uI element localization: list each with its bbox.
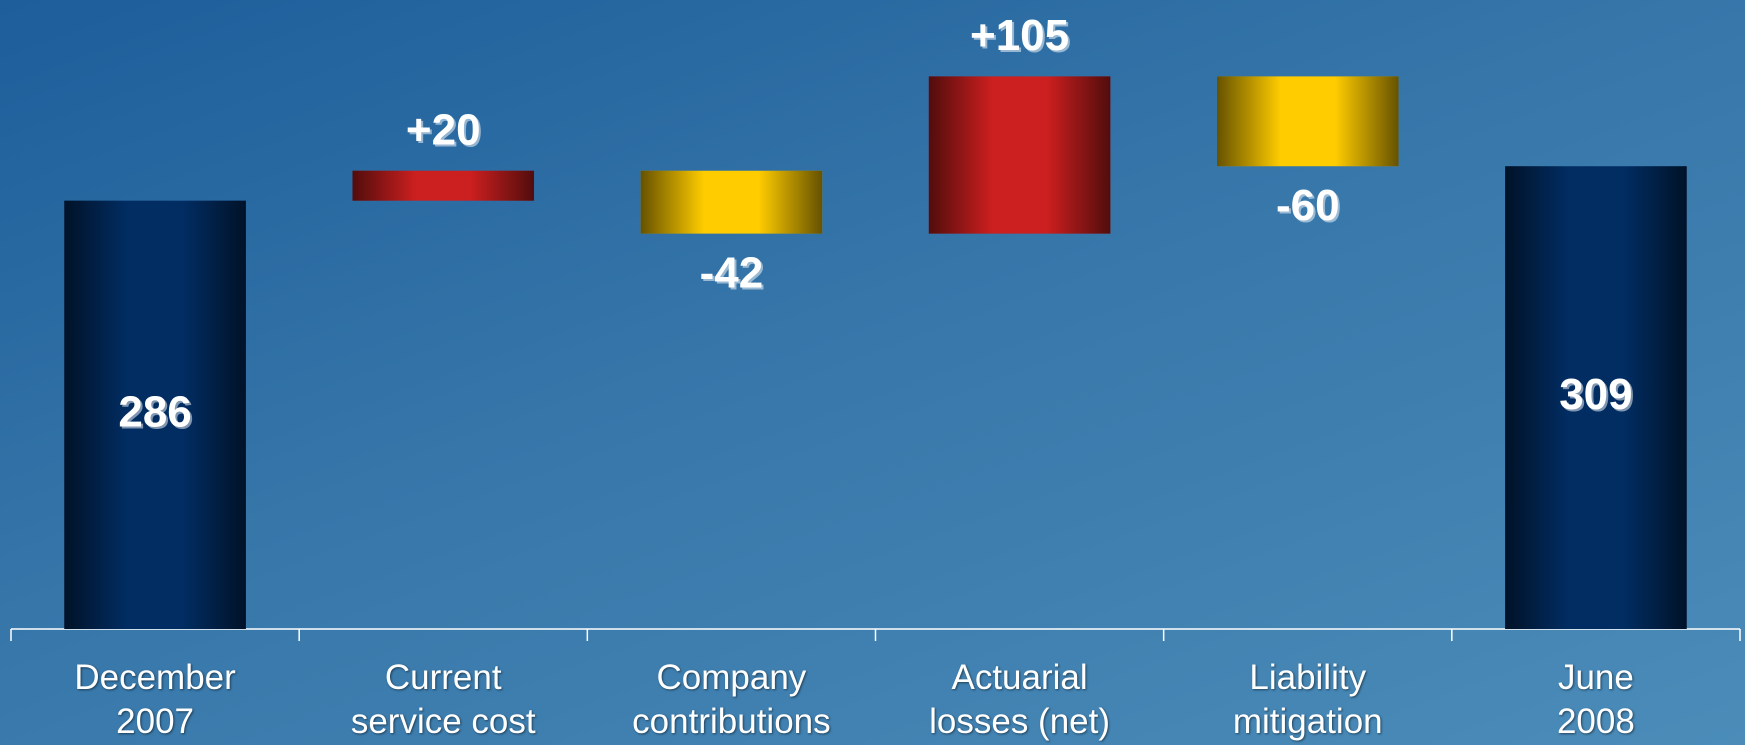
- bar-shading: [1505, 166, 1687, 629]
- x-tick-label: Actuarial losses (net): [929, 658, 1111, 741]
- bar-shading: [352, 170, 535, 201]
- bar-shading: [64, 200, 246, 629]
- shadow: +20: [408, 107, 483, 156]
- x-tick-label: Liability mitigation: [1232, 658, 1383, 741]
- x-tick-label: Company contributions: [632, 658, 831, 741]
- x-tick-label: Current service cost: [350, 658, 536, 741]
- shadow: -42: [702, 250, 766, 299]
- shadow: 309: [1561, 372, 1634, 421]
- bar-shading: [928, 76, 1111, 234]
- x-tick-label: June 2008: [1556, 658, 1635, 741]
- value-label: 309: [1559, 370, 1632, 419]
- x-tick-label: December 2007: [74, 658, 236, 741]
- shadow: -60: [1278, 183, 1342, 232]
- value-label: +105: [970, 11, 1069, 60]
- value-label: -42: [700, 248, 764, 297]
- shadow: +105: [972, 13, 1071, 62]
- value-label: -60: [1276, 181, 1340, 230]
- value-label: 286: [118, 387, 191, 436]
- shadow: 286: [120, 389, 193, 438]
- bar-shading: [1216, 76, 1399, 167]
- bar-shading: [640, 170, 823, 234]
- value-label: +20: [406, 105, 481, 154]
